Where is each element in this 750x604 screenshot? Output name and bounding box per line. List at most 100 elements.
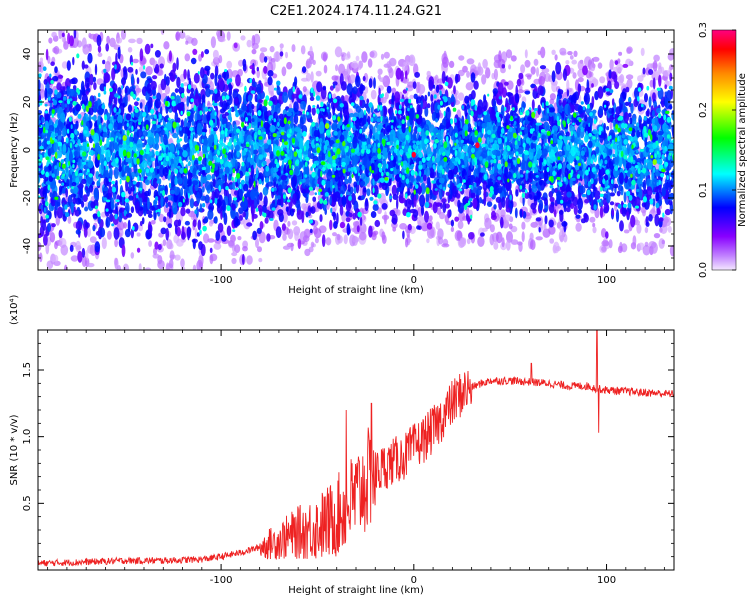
heatmap-halo-blob [592,56,600,62]
heatmap-cell [289,208,295,217]
heatmap-halo-blob [251,48,257,55]
heatmap-halo-blob [642,209,646,217]
heatmap-halo-blob [70,255,79,262]
heatmap-cell [154,143,159,151]
heatmap-halo-blob [508,64,512,70]
heatmap-cell [396,198,399,210]
heatmap-cell [199,203,203,213]
heatmap-halo-blob [286,61,293,70]
heatmap-cell [47,223,52,232]
heatmap-cell [84,206,89,212]
heatmap-cell [105,43,109,52]
heatmap-halo-blob [302,235,310,243]
heatmap-halo-blob [505,49,513,59]
heatmap-cell [192,219,197,228]
heatmap-halo-blob [636,223,642,234]
heatmap-halo-blob [120,30,127,40]
heatmap-halo-blob [312,226,318,235]
heatmap-halo-blob [185,40,189,45]
heatmap-halo-blob [255,238,259,249]
heatmap-halo-blob [128,38,136,44]
heatmap-halo-blob [135,88,142,93]
heatmap-halo-blob [383,51,390,59]
heatmap-cell [92,224,96,232]
heatmap-cell [176,57,179,71]
heatmap-cell [61,32,65,38]
heatmap-halo-blob [157,259,165,270]
heatmap-cell [608,69,612,79]
heatmap-halo-blob [315,70,322,77]
heatmap-cell [619,220,624,232]
heatmap-halo-blob [493,68,498,81]
heatmap-cell [69,35,74,47]
heatmap-cell [117,46,121,60]
heatmap-halo-blob [662,70,671,77]
heatmap-halo-blob [281,66,287,77]
heatmap-halo-blob [416,215,425,227]
heatmap-halo-blob [441,243,450,248]
heatmap-halo-blob [550,79,558,86]
heatmap-halo-blob [273,51,281,62]
heatmap-halo-blob [533,58,539,66]
heatmap-halo-blob [466,238,471,245]
heatmap-cell [657,131,664,136]
heatmap-cell [152,75,158,80]
heatmap-halo-blob [367,58,373,68]
heatmap-cell [642,67,646,75]
heatmap-halo-blob [332,232,337,237]
heatmap-cell [319,214,323,223]
heatmap-halo-blob [601,246,607,253]
heatmap-halo-blob [381,234,387,244]
heatmap-cell [235,74,241,87]
heatmap-halo-blob [530,239,536,251]
heatmap-cell [501,220,504,226]
heatmap-halo-blob [307,202,312,207]
heatmap-halo-blob [300,45,306,55]
heatmap-halo-blob [481,74,487,85]
heatmap-halo-blob [518,85,523,91]
heatmap-halo-blob [123,222,127,229]
heatmap-cell [591,83,594,88]
heatmap-halo-blob [285,51,288,59]
heatmap-halo-blob [138,66,145,73]
heatmap-cell [297,238,302,250]
heatmap-halo-blob [209,254,214,265]
heatmap-halo-blob [510,55,517,62]
heatmap-halo-blob [208,81,214,93]
heatmap-cell [359,216,363,226]
heatmap-halo-blob [257,246,262,253]
heatmap-halo-blob [573,50,578,57]
heatmap-halo-blob [642,244,651,256]
heatmap-halo-blob [290,242,294,252]
heatmap-cell [606,126,610,131]
heatmap-cell [625,86,630,93]
heatmap-halo-blob [191,37,198,47]
heatmap-halo-blob [169,250,175,261]
heatmap-halo-blob [81,255,87,268]
heatmap-halo-blob [268,83,275,95]
heatmap-cell [287,88,294,100]
heatmap-halo-blob [434,74,439,87]
heatmap-cell [109,213,114,222]
heatmap-cell [167,223,172,229]
heatmap-halo-blob [122,263,130,270]
heatmap-halo-blob [67,215,72,224]
heatmap-cell [664,208,671,216]
heatmap-halo-blob [45,242,50,255]
heatmap-halo-blob [48,37,53,44]
heatmap-halo-blob [212,57,220,65]
heatmap-halo-blob [38,254,42,259]
heatmap-cell [136,247,141,253]
heatmap-halo-blob [667,52,674,61]
heatmap-halo-blob [493,59,501,69]
heatmap-halo-blob [101,237,107,250]
heatmap-halo-blob [165,262,170,270]
heatmap-halo-blob [351,60,359,69]
heatmap-halo-blob [127,47,133,53]
heatmap-halo-blob [637,75,644,82]
heatmap-cell [551,187,555,194]
heatmap-cell [200,51,204,58]
heatmap-halo-blob [437,228,444,240]
heatmap-halo-blob [192,264,197,270]
heatmap-halo-blob [626,46,633,54]
